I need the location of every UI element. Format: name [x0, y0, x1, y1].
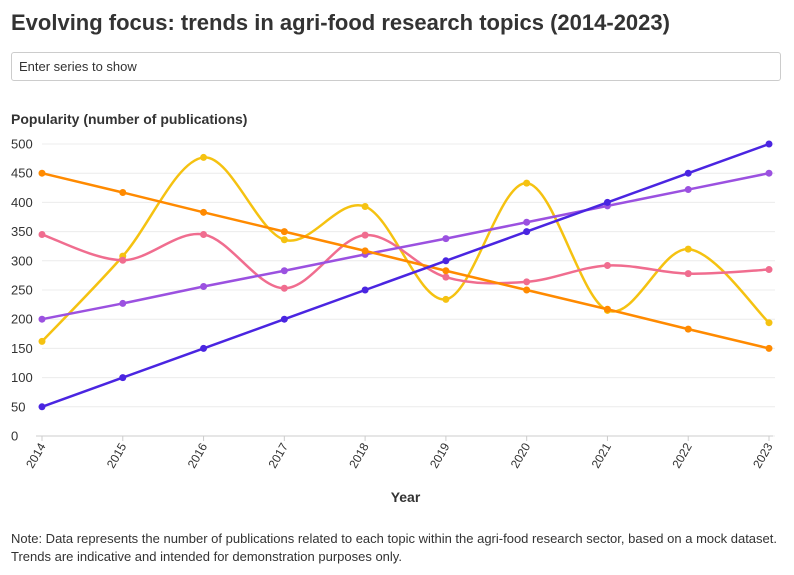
data-point [200, 208, 208, 216]
y-axis-title: Popularity (number of publications) [11, 111, 247, 127]
data-point [38, 231, 46, 239]
data-point [442, 257, 450, 265]
page-title: Evolving focus: trends in agri-food rese… [11, 10, 670, 35]
data-point [523, 218, 531, 226]
data-point [38, 337, 46, 345]
data-point [523, 179, 531, 187]
data-point [119, 299, 127, 307]
data-point [523, 278, 531, 286]
data-point [38, 403, 46, 411]
data-point [200, 282, 208, 290]
data-point [442, 273, 450, 281]
data-point [765, 344, 773, 352]
data-point [38, 315, 46, 323]
y-tick-label: 50 [11, 399, 25, 414]
data-point [280, 315, 288, 323]
data-point [200, 231, 208, 239]
x-tick-label: 2014 [23, 440, 49, 470]
data-point [361, 231, 369, 239]
x-tick-label: 2018 [346, 440, 372, 470]
data-point [361, 286, 369, 294]
data-point [523, 286, 531, 294]
x-tick-label: 2017 [265, 440, 291, 470]
data-point [200, 153, 208, 161]
data-point [280, 284, 288, 292]
series-line-1 [40, 156, 771, 343]
data-point [119, 188, 127, 196]
data-point [280, 228, 288, 236]
y-tick-label: 150 [11, 341, 33, 356]
data-point [38, 169, 46, 177]
x-tick-label: 2020 [508, 440, 534, 470]
series-search-input[interactable] [11, 52, 781, 81]
y-tick-label: 300 [11, 253, 33, 268]
data-point [442, 295, 450, 303]
data-point [280, 267, 288, 275]
data-point [765, 319, 773, 327]
y-tick-label: 0 [11, 429, 18, 444]
x-tick-label: 2022 [669, 440, 695, 470]
y-tick-label: 100 [11, 370, 33, 385]
line-chart: Popularity (number of publications) 0 50 10… [11, 111, 776, 505]
series-line-4 [40, 171, 771, 350]
x-tick-label: 2015 [104, 440, 130, 470]
data-point [361, 247, 369, 255]
data-point [603, 305, 611, 313]
x-tick-label: 2016 [185, 440, 211, 470]
data-point [765, 169, 773, 177]
data-point [684, 186, 692, 194]
data-point [603, 198, 611, 206]
data-point [280, 236, 288, 244]
series-line-5 [40, 142, 771, 409]
y-tick-label: 350 [11, 224, 33, 239]
data-point [442, 235, 450, 243]
y-tick-label: 250 [11, 283, 33, 298]
x-tick-label: 2019 [427, 440, 453, 470]
x-tick-label: 2021 [589, 440, 615, 470]
y-tick-label: 450 [11, 166, 33, 181]
data-point [684, 325, 692, 333]
data-point [684, 270, 692, 278]
data-point [361, 202, 369, 210]
data-point [684, 245, 692, 253]
data-point [765, 266, 773, 274]
series-line-3 [40, 171, 771, 321]
data-point [442, 267, 450, 275]
y-tick-label: 400 [11, 195, 33, 210]
data-point [603, 261, 611, 269]
y-tick-label: 200 [11, 312, 33, 327]
data-point [200, 344, 208, 352]
y-tick-label: 500 [11, 137, 33, 152]
data-point [119, 374, 127, 382]
data-point [523, 228, 531, 236]
x-tick-label: 2023 [750, 440, 776, 470]
x-axis-title: Year [391, 489, 421, 505]
data-point [684, 169, 692, 177]
data-point [765, 140, 773, 148]
data-point [119, 256, 127, 264]
chart-note: Note: Data represents the number of publ… [11, 531, 777, 564]
